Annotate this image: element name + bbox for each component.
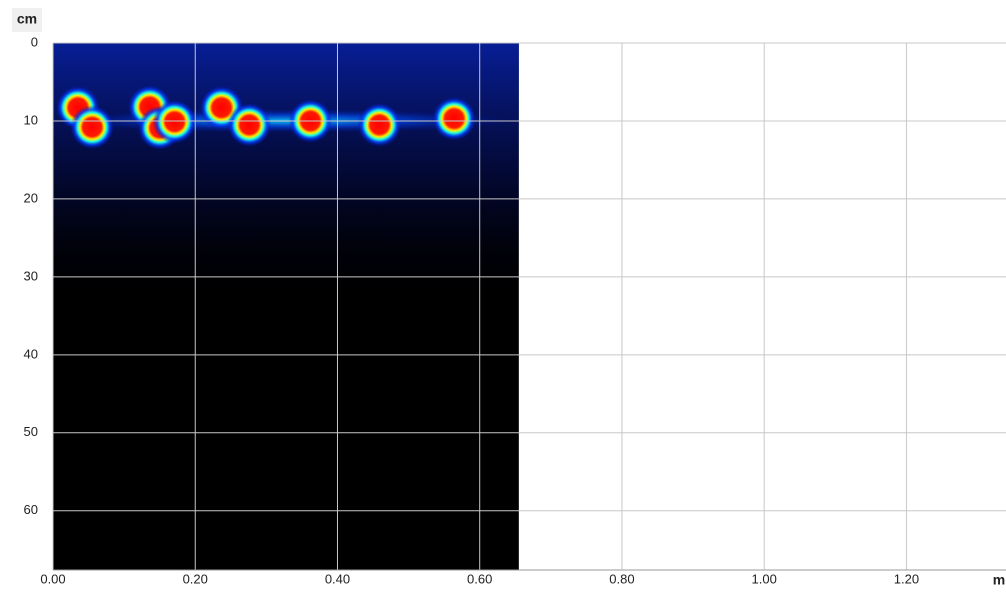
y-tick-label: 50 xyxy=(24,424,38,439)
x-tick-label: 0.00 xyxy=(40,571,65,586)
y-tick-label: 10 xyxy=(24,112,38,127)
x-axis-label: m xyxy=(993,572,1005,588)
x-tick-label: 0.20 xyxy=(183,571,208,586)
reflection xyxy=(432,96,477,141)
y-axis-label: cm xyxy=(17,11,37,27)
reflection xyxy=(227,102,272,147)
x-tick-label: 1.00 xyxy=(752,571,777,586)
y-tick-label: 20 xyxy=(24,190,38,205)
y-tick-label: 30 xyxy=(24,268,38,283)
reflection xyxy=(152,99,197,144)
y-tick-label: 40 xyxy=(24,346,38,361)
y-tick-label: 0 xyxy=(31,34,38,49)
unit-box xyxy=(12,8,42,32)
reflection xyxy=(70,105,115,150)
y-tick-label: 60 xyxy=(24,502,38,517)
scan-noise xyxy=(53,43,519,307)
x-tick-label: 0.60 xyxy=(467,571,492,586)
reflection xyxy=(357,102,402,147)
x-tick-label: 0.80 xyxy=(609,571,634,586)
x-tick-label: 0.40 xyxy=(325,571,350,586)
x-tick-label: 1.20 xyxy=(894,571,919,586)
